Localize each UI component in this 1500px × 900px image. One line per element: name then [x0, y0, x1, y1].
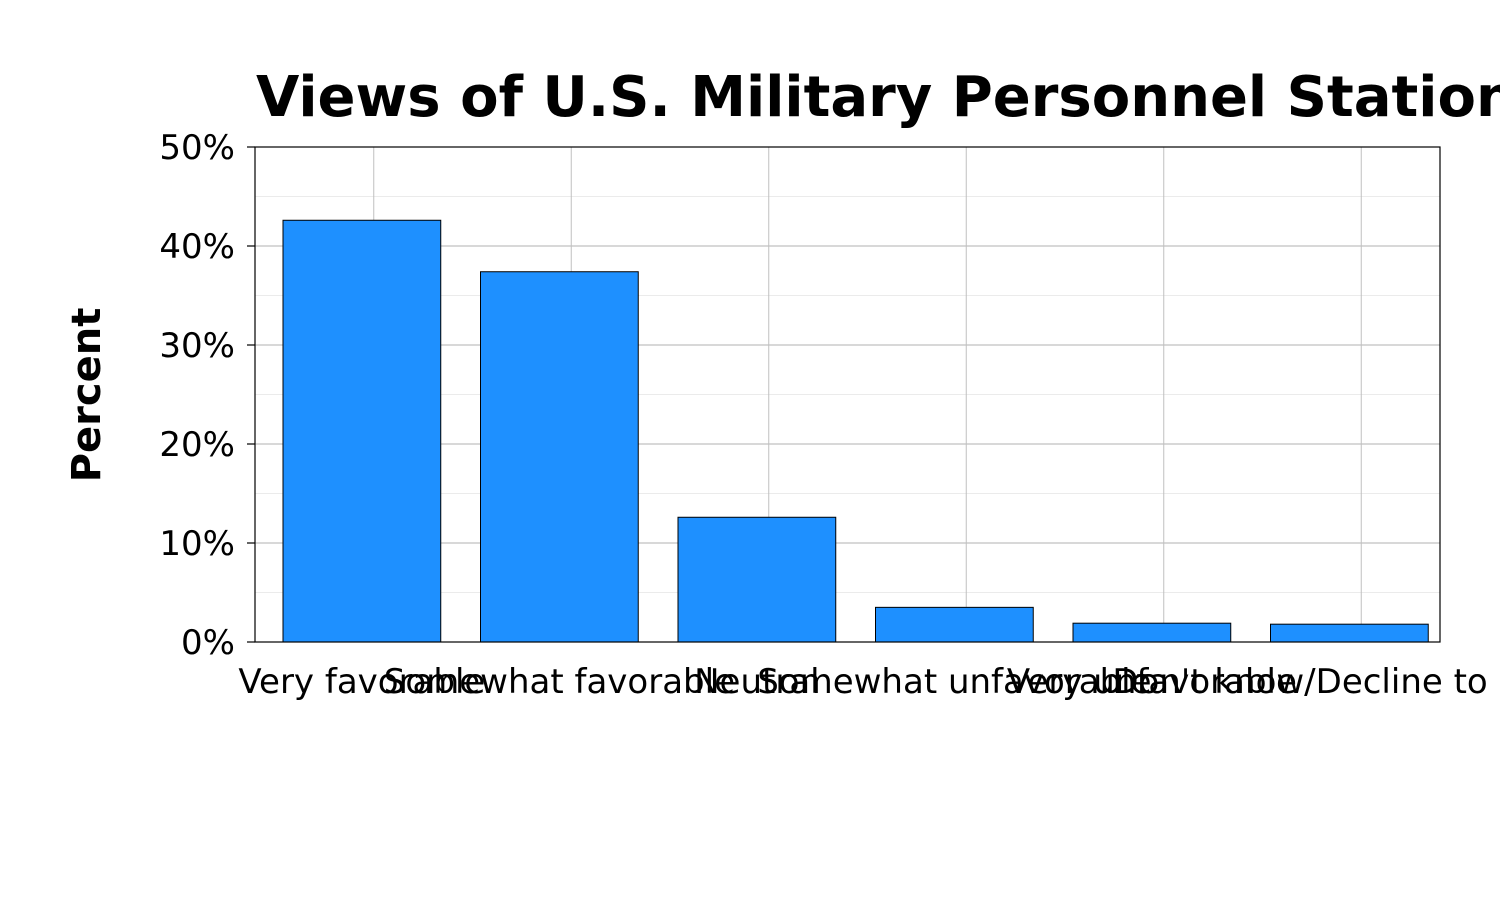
minor-gridlines [255, 196, 1440, 593]
bar [677, 516, 837, 643]
x-tick-label: Very favorable [238, 662, 485, 702]
bars [282, 219, 1429, 643]
y-tick-label: 0% [181, 623, 235, 663]
x-tick-label: Don't know/Decline to answ [1112, 662, 1500, 702]
y-axis-label: Percent [64, 308, 110, 483]
bar [282, 219, 442, 643]
x-tick-label: Very unfavorable [1007, 662, 1297, 702]
bar [1072, 622, 1232, 643]
bar [1270, 623, 1429, 643]
y-tick-label: 20% [159, 425, 235, 465]
chart-title: Views of U.S. Military Personnel Station… [256, 65, 1500, 130]
bar [875, 606, 1034, 643]
plot-frame [254, 146, 1441, 643]
y-tick-label: 50% [159, 128, 235, 168]
x-tick-label: Somewhat favorable [384, 662, 735, 702]
y-tick-label: 10% [159, 524, 235, 564]
y-tick-label: 40% [159, 227, 235, 267]
y-tick-label: 30% [159, 326, 235, 366]
y-axis-ticks: 0% 10% 20% 30% 40% 50% [159, 128, 255, 663]
bar [480, 271, 639, 643]
x-tick-label: Neutral [694, 662, 820, 702]
x-tick-label: Somewhat unfavorable [757, 662, 1151, 702]
